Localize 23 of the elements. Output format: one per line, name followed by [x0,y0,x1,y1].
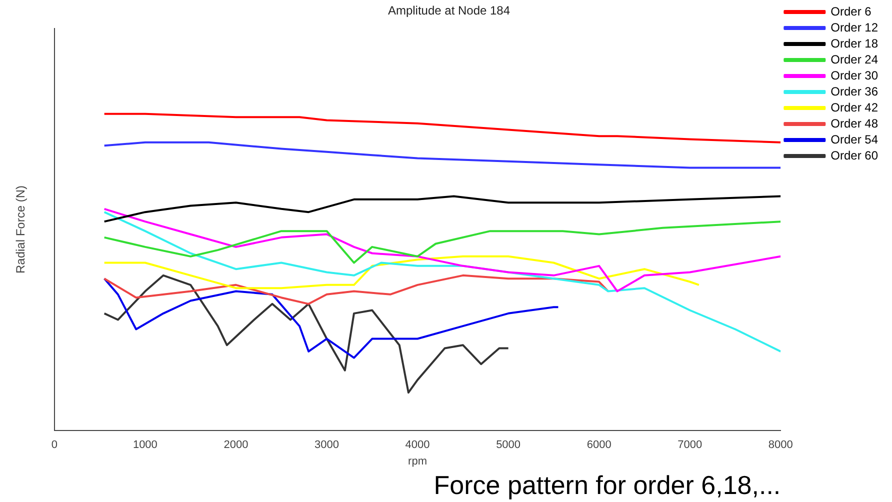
legend-label: Order 42 [830,100,878,114]
x-tick-label: 5000 [496,439,521,452]
legend-label: Order 54 [830,132,878,146]
x-axis-title: rpm [408,455,427,468]
x-tick-label: 0 [51,439,58,452]
x-tick-label: 6000 [586,439,612,452]
legend-label: Order 60 [830,148,878,162]
x-tick-label: 7000 [678,439,702,452]
legend-label: Order 18 [830,36,878,50]
y-axis-title: Radial Force (N) [14,185,28,274]
x-tick-label: 1000 [132,439,158,452]
legend-label: Order 24 [830,52,878,66]
legend-label: Order 30 [830,68,878,82]
legend-label: Order 36 [830,84,878,98]
x-tick-label: 8000 [768,439,793,452]
chart-title: Amplitude at Node 184 [388,4,510,18]
x-tick-label: 2000 [224,439,248,452]
legend-label: Order 48 [830,116,878,130]
legend-label: Order 12 [830,20,878,34]
text: Force pattern for order 6,18,... [434,470,781,500]
x-tick-label: 4000 [405,439,430,452]
legend-label: Order 6 [830,4,872,18]
x-tick-label: 3000 [314,439,339,452]
